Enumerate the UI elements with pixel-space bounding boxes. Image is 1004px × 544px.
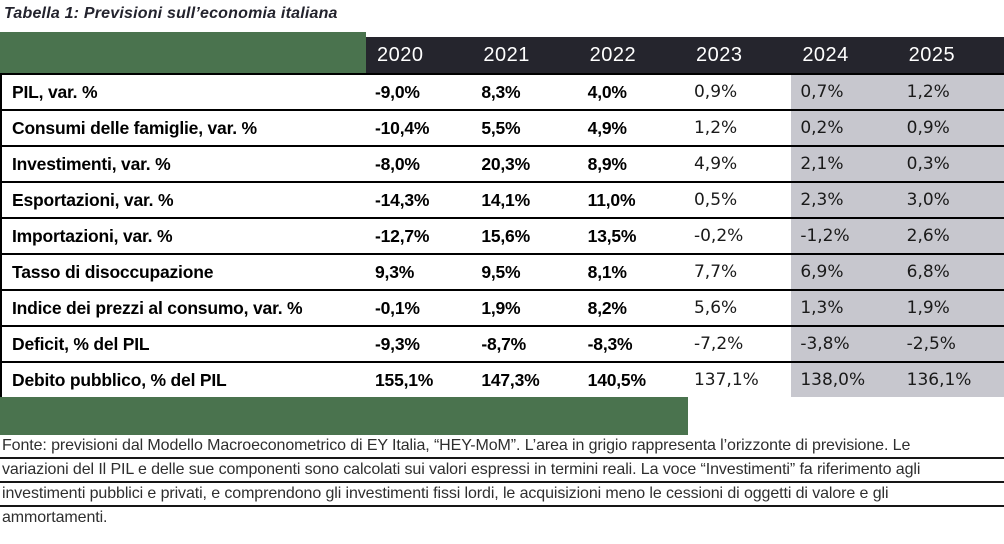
row-label: Consumi delle famiglie, var. % — [2, 111, 366, 145]
value-cell: -8,0% — [366, 147, 473, 181]
value-cell: 2,1% — [791, 147, 898, 181]
value-cell: 14,1% — [472, 183, 579, 217]
footnote-divider — [0, 481, 1004, 483]
year-header-cell: 2020 — [377, 44, 424, 66]
value-cell: 9,3% — [366, 255, 473, 289]
table-row: Debito pubblico, % del PIL 155,1% 147,3% 14… — [2, 363, 1004, 397]
year-header-cell: 2022 — [589, 44, 637, 66]
value-cell: -7,2% — [684, 327, 792, 361]
value-cell: 15,6% — [472, 219, 579, 253]
value-cell: 9,5% — [472, 255, 579, 289]
footnote-line: variazioni del Il PIL e delle sue compon… — [0, 459, 1004, 481]
table-row: Indice dei prezzi al consumo, var. % -0,1… — [2, 291, 1004, 327]
value-cell: 4,9% — [684, 147, 792, 181]
value-cell: 20,3% — [472, 147, 579, 181]
value-cell: -0,2% — [684, 219, 792, 253]
table-row: Consumi delle famiglie, var. % -10,4% 5,5%… — [2, 111, 1004, 147]
value-cell: 1,2% — [684, 111, 792, 145]
table-row: Esportazioni, var. % -14,3% 14,1% 11,0% 0,5%… — [2, 183, 1004, 219]
row-label: PIL, var. % — [2, 75, 366, 109]
value-cell: -8,7% — [472, 327, 579, 361]
value-cell: 8,1% — [578, 255, 685, 289]
table-top-border — [0, 73, 1004, 75]
value-cell: 0,7% — [791, 75, 898, 109]
value-cell: 8,3% — [472, 75, 579, 109]
footnote-line: ammortamenti. — [0, 507, 112, 529]
value-cell: 1,2% — [897, 75, 1004, 109]
value-cell: -3,8% — [791, 327, 898, 361]
value-cell: 4,9% — [578, 111, 685, 145]
green-band-header — [0, 32, 366, 73]
value-cell: 137,1% — [684, 363, 792, 397]
value-cell: 1,9% — [897, 291, 1004, 325]
value-cell: -2,5% — [897, 327, 1004, 361]
value-cell: 6,9% — [791, 255, 898, 289]
value-cell: -12,7% — [366, 219, 473, 253]
value-cell: 1,9% — [472, 291, 579, 325]
value-cell: 11,0% — [578, 183, 685, 217]
value-cell: -9,3% — [366, 327, 473, 361]
year-header-cell: 2024 — [802, 44, 849, 66]
row-label: Tasso di disoccupazione — [2, 255, 366, 289]
table-row: Tasso di disoccupazione 9,3% 9,5% 8,1% 7,7% 6… — [2, 255, 1004, 291]
row-label: Indice dei prezzi al consumo, var. % — [2, 291, 366, 325]
value-cell: 138,0% — [791, 363, 898, 397]
footnote-divider — [0, 457, 1004, 459]
value-cell: 2,6% — [897, 219, 1004, 253]
footnote-line: Fonte: previsioni dal Modello Macroecono… — [0, 435, 1004, 457]
value-cell: -8,3% — [578, 327, 685, 361]
forecast-table-body: PIL, var. % -9,0% 8,3% 4,0% 0,9% 0,7% 1,2% Cons… — [0, 75, 1004, 397]
year-header-cell: 2023 — [695, 44, 743, 66]
value-cell: 155,1% — [366, 363, 473, 397]
year-header-cell: 2025 — [908, 44, 956, 66]
value-cell: 7,7% — [684, 255, 792, 289]
value-cell: 5,5% — [472, 111, 579, 145]
value-cell: -0,1% — [366, 291, 473, 325]
table-row: Importazioni, var. % -12,7% 15,6% 13,5% -0,2… — [2, 219, 1004, 255]
value-cell: -10,4% — [366, 111, 473, 145]
row-label: Importazioni, var. % — [2, 219, 366, 253]
value-cell: 5,6% — [684, 291, 792, 325]
value-cell: 13,5% — [578, 219, 685, 253]
footnote-line: investimenti pubblici e privati, e compr… — [0, 483, 1004, 505]
value-cell: 8,9% — [578, 147, 685, 181]
value-cell: 140,5% — [578, 363, 685, 397]
value-cell: 0,3% — [897, 147, 1004, 181]
value-cell: 136,1% — [897, 363, 1004, 397]
value-cell: 0,5% — [684, 183, 792, 217]
row-label: Investimenti, var. % — [2, 147, 366, 181]
value-cell: 0,2% — [791, 111, 898, 145]
table-row: PIL, var. % -9,0% 8,3% 4,0% 0,9% 0,7% 1,2% — [2, 75, 1004, 111]
table-row: Investimenti, var. % -8,0% 20,3% 8,9% 4,9% 2,… — [2, 147, 1004, 183]
value-cell: 2,3% — [791, 183, 898, 217]
value-cell: -9,0% — [366, 75, 473, 109]
green-band-footer — [0, 397, 688, 435]
value-cell: -14,3% — [366, 183, 473, 217]
row-label: Debito pubblico, % del PIL — [2, 363, 366, 397]
row-label: Esportazioni, var. % — [2, 183, 366, 217]
value-cell: 0,9% — [897, 111, 1004, 145]
row-label: Deficit, % del PIL — [2, 327, 366, 361]
value-cell: 3,0% — [897, 183, 1004, 217]
year-header-cell: 2021 — [483, 44, 530, 66]
footnote: Fonte: previsioni dal Modello Macroecono… — [0, 435, 1004, 529]
value-cell: 147,3% — [472, 363, 579, 397]
value-cell: -1,2% — [791, 219, 898, 253]
footnote-divider — [0, 505, 1004, 507]
table-title: Tabella 1: Previsioni sull’economia ital… — [4, 5, 338, 22]
table-row: Deficit, % del PIL -9,3% -8,7% -8,3% -7,2% -3… — [2, 327, 1004, 363]
value-cell: 4,0% — [578, 75, 685, 109]
value-cell: 1,3% — [791, 291, 898, 325]
value-cell: 0,9% — [684, 75, 792, 109]
value-cell: 6,8% — [897, 255, 1004, 289]
year-header-row: 2020 2021 2022 2023 2024 2025 — [366, 37, 1004, 73]
value-cell: 8,2% — [578, 291, 685, 325]
